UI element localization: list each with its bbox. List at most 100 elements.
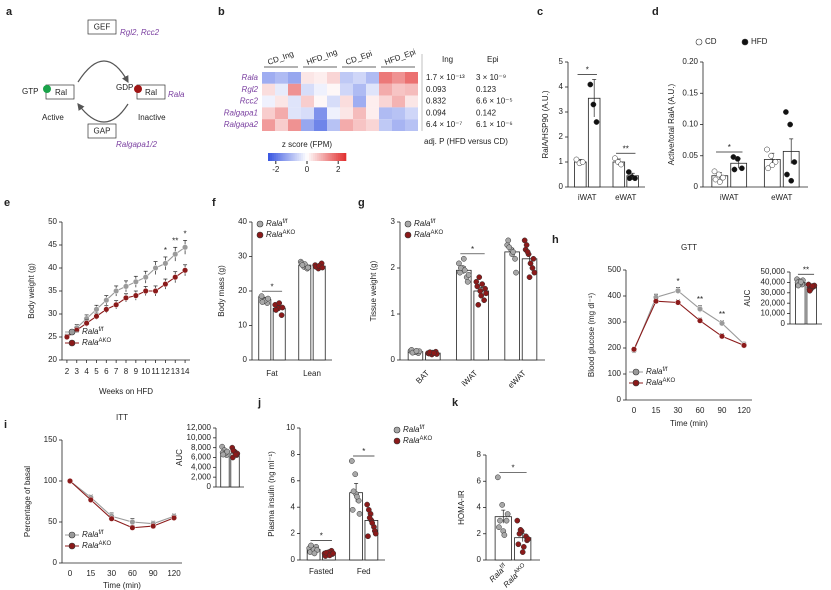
data-point bbox=[232, 451, 239, 458]
data-point bbox=[430, 350, 437, 356]
data-point bbox=[478, 292, 485, 299]
data-point bbox=[718, 333, 726, 340]
data-point bbox=[590, 101, 597, 108]
significance-label: * bbox=[164, 246, 167, 255]
x-tick-label: 9 bbox=[134, 367, 139, 376]
data-point bbox=[352, 471, 359, 478]
data-point bbox=[142, 287, 149, 295]
colorbar-step bbox=[342, 153, 345, 161]
x-tick-label: Lean bbox=[303, 369, 321, 378]
heatmap-cell bbox=[340, 107, 353, 120]
colorbar-step bbox=[324, 153, 327, 161]
series-name: Rala bbox=[403, 425, 420, 434]
heatmap-cell bbox=[301, 72, 314, 84]
legend-marker bbox=[393, 426, 401, 434]
heatmap-cell bbox=[275, 95, 288, 108]
series-label: RalaAKO bbox=[646, 378, 675, 388]
y-tick-label: 300 bbox=[608, 317, 622, 326]
row-label: Rcc2 bbox=[240, 97, 259, 106]
y-tick-label: 0 bbox=[53, 558, 58, 567]
heatmap-cell bbox=[366, 107, 379, 120]
y-tick-label: 1 bbox=[391, 309, 396, 318]
x-axis-label: Time (min) bbox=[103, 581, 141, 590]
table-cell: 0.093 bbox=[426, 85, 447, 94]
data-point bbox=[505, 237, 512, 244]
data-point bbox=[593, 119, 600, 125]
heatmap-cell bbox=[392, 119, 405, 131]
x-tick-label: 10 bbox=[141, 367, 150, 376]
data-point bbox=[734, 156, 741, 162]
series-sup: f/f bbox=[499, 562, 507, 570]
colorbar-step bbox=[281, 153, 284, 161]
y-tick-label: 20,000 bbox=[761, 298, 786, 307]
y-axis-label: RalA/HSP90 (A.U.) bbox=[541, 90, 550, 158]
heatmap-cell bbox=[353, 119, 366, 131]
heatmap-cell bbox=[262, 95, 275, 108]
table-cell: 6.6 × 10⁻⁵ bbox=[476, 97, 513, 106]
colorbar-tick-label: 2 bbox=[336, 165, 341, 174]
data-point bbox=[220, 451, 227, 458]
colorbar-step bbox=[336, 153, 339, 161]
data-point bbox=[172, 274, 179, 281]
y-axis-label: AUC bbox=[175, 449, 184, 466]
y-tick-label: 0 bbox=[291, 555, 296, 564]
heatmap-cell bbox=[379, 83, 392, 96]
data-point bbox=[739, 165, 745, 172]
data-point bbox=[476, 274, 483, 281]
y-tick-label: 100 bbox=[608, 369, 622, 378]
x-tick-label: 6 bbox=[104, 367, 109, 376]
y-tick-label: 3 bbox=[391, 217, 396, 226]
colorbar-step bbox=[308, 153, 312, 161]
inactivation-arrow bbox=[77, 103, 129, 123]
y-tick-label: 0 bbox=[781, 319, 786, 328]
data-point bbox=[632, 175, 638, 182]
heatmap-cell bbox=[288, 95, 301, 108]
heatmap-cell bbox=[314, 95, 327, 108]
x-tick-label: BAT bbox=[414, 368, 431, 385]
legend-marker bbox=[68, 339, 76, 347]
legend-marker bbox=[632, 368, 640, 376]
y-tick-label: 500 bbox=[608, 265, 622, 274]
y-tick-label: 0 bbox=[243, 355, 248, 364]
data-point bbox=[349, 506, 356, 513]
series-sup: f/f bbox=[98, 530, 103, 536]
table-cell: 6.4 × 10⁻⁷ bbox=[426, 120, 462, 129]
x-tick-label: Fat bbox=[266, 369, 278, 378]
x-tick-label: 0 bbox=[632, 406, 637, 415]
legend-marker bbox=[695, 38, 703, 46]
x-tick-label: iWAT bbox=[578, 193, 597, 202]
heatmap-cell bbox=[314, 83, 327, 96]
y-tick-label: 45 bbox=[48, 240, 57, 249]
data-point bbox=[788, 177, 795, 184]
x-tick-label: 30 bbox=[107, 569, 116, 578]
y-axis-label: Percentage of basal bbox=[23, 466, 32, 537]
heatmap-cell bbox=[327, 72, 340, 84]
column-group-label: HFD_Ing bbox=[305, 47, 338, 66]
colorbar-step bbox=[273, 153, 277, 161]
heatmap-cell bbox=[379, 95, 392, 108]
series-name: CD bbox=[705, 37, 717, 46]
significance-label: * bbox=[586, 66, 589, 75]
heatmap-cell bbox=[262, 83, 275, 96]
data-point bbox=[152, 287, 159, 295]
data-point bbox=[504, 511, 511, 517]
data-point bbox=[122, 283, 130, 290]
colorbar-step bbox=[310, 153, 314, 161]
data-point bbox=[809, 283, 816, 289]
ral-label: Ral bbox=[55, 88, 67, 97]
series-label: RalaAKO bbox=[414, 230, 443, 240]
data-point bbox=[465, 272, 472, 278]
series-name: Rala bbox=[646, 367, 663, 376]
heatmap-cell bbox=[392, 72, 405, 84]
data-point bbox=[142, 274, 149, 281]
data-point bbox=[182, 244, 189, 251]
heatmap-cell bbox=[379, 119, 392, 131]
x-tick-label: 11 bbox=[151, 367, 160, 376]
heatmap-cell bbox=[340, 72, 353, 84]
row-label: Rala bbox=[242, 73, 259, 82]
data-point bbox=[461, 267, 468, 274]
heatmap-cell bbox=[327, 119, 340, 131]
gap-box bbox=[87, 123, 117, 139]
data-point bbox=[674, 287, 682, 294]
data-point bbox=[413, 347, 420, 354]
